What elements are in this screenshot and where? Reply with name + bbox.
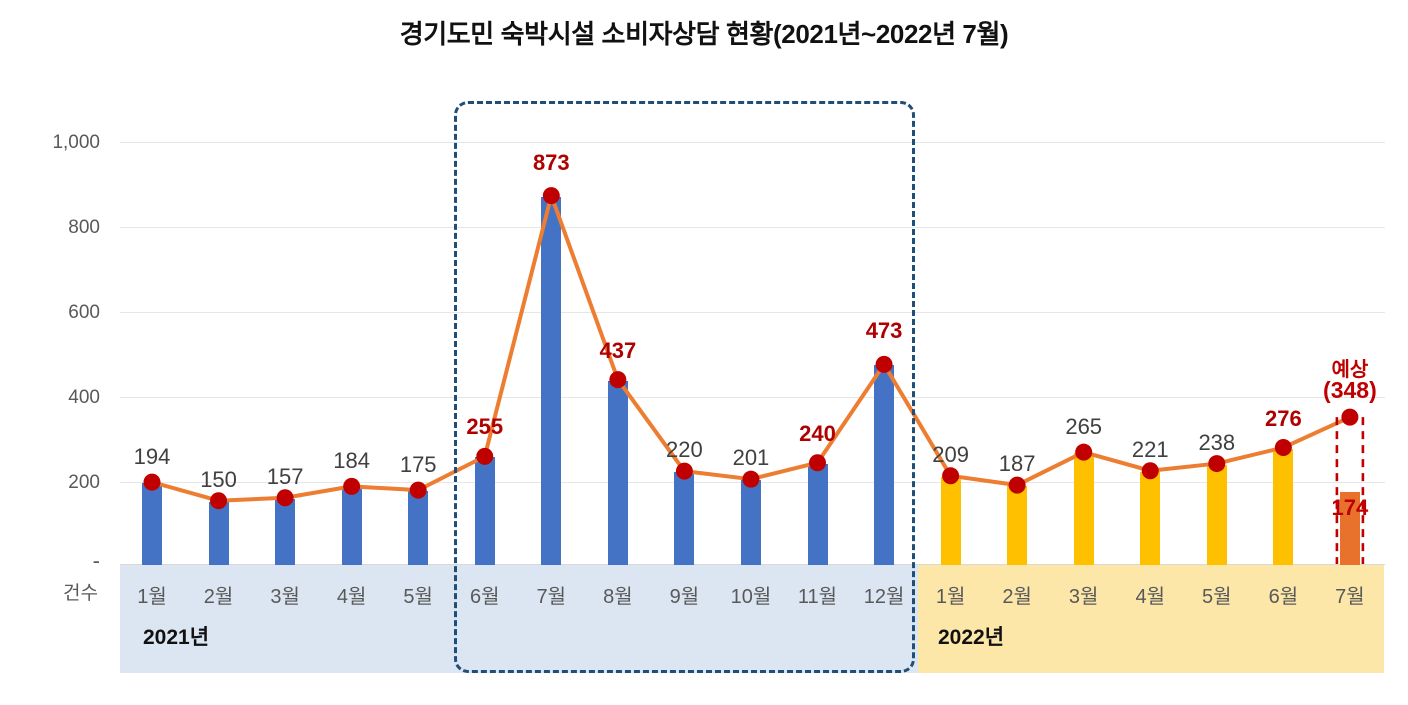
forecast-annotation-label: 예상 [1331, 359, 1369, 382]
data-label-2022-6월: 276 [1264, 405, 1302, 431]
data-label-2021-7월: 873 [532, 149, 570, 175]
month-label-2021-6월: 6월 [469, 586, 500, 608]
data-label-2022-2월: 187 [998, 451, 1036, 477]
gridline-800 [120, 227, 1385, 228]
line-marker-8월 [609, 371, 627, 389]
y-tick-400: 400 [68, 387, 100, 408]
data-label-2022-3월: 265 [1065, 414, 1103, 440]
data-label-2021-9월: 220 [666, 437, 703, 463]
bar-2021-2월 [208, 501, 229, 565]
chart-title: 경기도민 숙박시설 소비자상담 현황(2021년~2022년 7월) [399, 19, 1009, 49]
bar-2022-1월 [940, 476, 961, 565]
month-label-2022-6월: 6월 [1268, 586, 1299, 608]
bar-2022-2월 [1007, 486, 1028, 565]
data-label-2022-5월: 238 [1198, 429, 1236, 455]
bar-2021-12월 [874, 365, 895, 565]
year-label-2021: 2021년 [143, 626, 210, 649]
line-marker-10월 [742, 470, 760, 488]
forecast-annotation-value: (348) [1323, 377, 1377, 404]
month-label-2021-2월: 2월 [203, 586, 234, 608]
month-label-2022-1월: 1월 [935, 586, 966, 608]
year-label-2022: 2022년 [938, 626, 1005, 649]
line-marker-5월 [1208, 455, 1226, 473]
line-marker-2월 [1008, 476, 1026, 494]
line-marker-12월 [875, 355, 893, 373]
line-marker-5월 [409, 481, 427, 499]
bar-2021-4월 [341, 487, 362, 565]
month-label-2021-8월: 8월 [603, 586, 633, 608]
data-label-2021-2월: 150 [200, 466, 237, 492]
bar-2022-6월 [1273, 448, 1294, 565]
category-band-2022 [918, 565, 1384, 673]
month-label-2022-7월: 7월 [1335, 586, 1365, 608]
line-marker-6월 [476, 447, 494, 465]
month-label-2021-9월: 9월 [669, 586, 700, 608]
month-label-2022-3월: 3월 [1068, 586, 1099, 608]
month-label-2021-5월: 5월 [403, 586, 433, 608]
line-marker-6월 [1274, 439, 1292, 457]
bar-2021-5월 [408, 491, 429, 565]
y-tick-0: - [92, 548, 100, 573]
month-label-2021-4월: 4월 [336, 586, 367, 608]
line-marker-2월 [210, 492, 228, 510]
data-label-2021-8월: 437 [599, 337, 637, 363]
data-label-2021-3월: 157 [266, 463, 304, 489]
bar-2021-7월 [541, 196, 562, 565]
data-label-2022-4월: 221 [1131, 436, 1169, 462]
line-marker-4월 [1141, 462, 1159, 480]
gridline-600 [120, 312, 1385, 313]
line-marker-7월 [1341, 408, 1359, 426]
y-tick-200: 200 [68, 472, 100, 493]
gridline-400 [120, 397, 1385, 398]
data-label-2021-12월: 473 [865, 318, 903, 344]
bar-2021-6월 [474, 457, 495, 565]
line-marker-7월 [542, 187, 560, 205]
category-band-2021 [120, 565, 918, 673]
y-tick-800: 800 [68, 217, 100, 238]
month-label-2021-11월: 11월 [797, 586, 838, 608]
gridline-1000 [120, 142, 1385, 143]
data-label-2021-11월: 240 [799, 420, 836, 446]
data-label-2021-10월: 201 [732, 445, 770, 471]
month-label-2022-5월: 5월 [1202, 586, 1232, 608]
line-marker-1월 [143, 473, 161, 491]
bar-2021-3월 [275, 498, 296, 565]
bar-2021-10월 [740, 480, 761, 565]
line-marker-11월 [809, 454, 826, 472]
bar-2021-9월 [674, 472, 695, 565]
bar-2021-8월 [607, 380, 628, 565]
line-marker-3월 [1075, 443, 1093, 461]
month-label-2021-10월: 10월 [730, 586, 772, 608]
plot-area [120, 140, 1385, 565]
month-label-2022-2월: 2월 [1002, 586, 1032, 608]
bar-2021-11월 [807, 463, 828, 565]
y-tick-600: 600 [68, 302, 100, 323]
bar-2022-4월 [1140, 471, 1161, 565]
month-label-2022-4월: 4월 [1135, 586, 1166, 608]
bar-2022-7월-forecast [1339, 491, 1360, 565]
line-marker-4월 [343, 477, 361, 495]
bar-2021-1월 [142, 483, 162, 565]
data-label-2022-7월: 174 [1331, 494, 1369, 520]
y-tick-1000: 1,000 [52, 132, 100, 153]
line-marker-9월 [675, 462, 693, 480]
data-label-2021-5월: 175 [399, 452, 437, 478]
month-label-2021-3월: 3월 [270, 586, 300, 608]
bar-2022-5월 [1206, 464, 1227, 565]
data-label-2022-1월: 209 [932, 441, 969, 467]
line-marker-3월 [276, 489, 294, 507]
data-label-2021-1월: 194 [133, 444, 171, 470]
month-label-2021-12월: 12월 [863, 586, 905, 608]
y-axis-labels: 1,000 800 600 400 200 - 건수 [0, 0, 112, 705]
trend-line-series [143, 187, 1359, 510]
month-label-2021-7월: 7월 [536, 586, 567, 608]
data-label-2021-4월: 184 [333, 448, 370, 474]
data-label-2021-6월: 255 [466, 414, 504, 440]
month-label-2021-1월: 1월 [137, 586, 167, 608]
line-marker-1월 [942, 467, 960, 485]
bar-2022-3월 [1073, 453, 1094, 565]
y-axis-unit-label: 건수 [63, 583, 98, 604]
